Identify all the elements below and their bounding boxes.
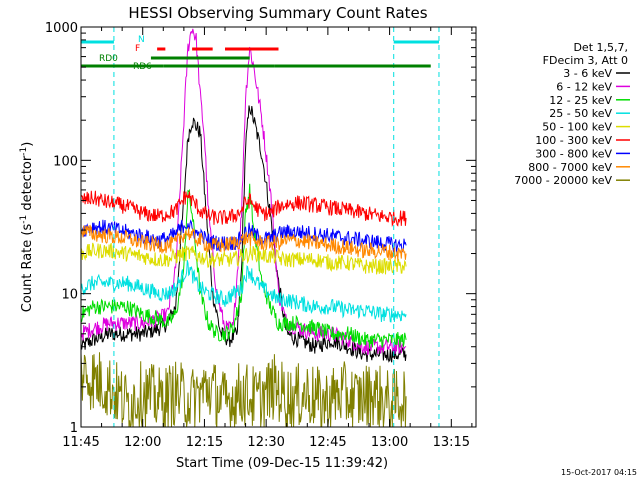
legend-entry-8: 7000 - 20000 keV bbox=[514, 174, 612, 187]
series-line-8 bbox=[81, 352, 407, 427]
x-tick-label-5: 13:00 bbox=[371, 435, 408, 450]
night-label: N bbox=[138, 35, 145, 45]
svg-text:Count Rate (s-1 detector-1): Count Rate (s-1 detector-1) bbox=[19, 142, 35, 313]
rd0-label: RD0 bbox=[99, 54, 118, 64]
x-axis-label: Start Time (09-Dec-15 11:39:42) bbox=[176, 456, 388, 471]
y-tick-label-3: 1000 bbox=[45, 21, 78, 36]
y-tick-label-0: 1 bbox=[70, 421, 78, 436]
legend-entry-3: 25 - 50 keV bbox=[549, 107, 612, 120]
series-line-5 bbox=[81, 190, 407, 227]
legend-entry-5: 100 - 300 keV bbox=[535, 134, 612, 147]
x-tick-label-3: 12:30 bbox=[247, 435, 284, 450]
chart-title: HESSI Observing Summary Count Rates bbox=[128, 4, 427, 22]
legend-header-0: Det 1,5,7, bbox=[573, 41, 628, 54]
series-line-7 bbox=[81, 224, 407, 261]
legend-entry-7: 800 - 7000 keV bbox=[528, 161, 612, 174]
x-tick-label-0: 11:45 bbox=[62, 435, 99, 450]
legend-entry-6: 300 - 800 keV bbox=[535, 147, 612, 160]
x-tick-label-2: 12:15 bbox=[186, 435, 223, 450]
y-axis-label: Count Rate (s-1 detector-1) bbox=[19, 142, 35, 313]
footer-timestamp: 15-Oct-2017 04:15 bbox=[561, 468, 637, 477]
series-line-4 bbox=[81, 242, 407, 275]
flare-label: F bbox=[135, 44, 140, 54]
legend-header-1: FDecim 3, Att 0 bbox=[543, 54, 628, 67]
x-tick-label-1: 12:00 bbox=[124, 435, 161, 450]
series-line-3 bbox=[81, 260, 407, 323]
x-tick-label-6: 13:15 bbox=[433, 435, 470, 450]
y-tick-label-1: 10 bbox=[61, 288, 78, 303]
legend-entry-4: 50 - 100 keV bbox=[542, 121, 612, 134]
series-line-2 bbox=[81, 183, 407, 348]
legend-entry-0: 3 - 6 keV bbox=[563, 67, 612, 80]
rd6-label: RD6 bbox=[133, 62, 152, 72]
plot-frame bbox=[80, 26, 477, 428]
legend-entry-1: 6 - 12 keV bbox=[556, 80, 612, 93]
legend-entry-2: 12 - 25 keV bbox=[549, 94, 612, 107]
y-tick-label-2: 100 bbox=[53, 154, 78, 169]
x-tick-label-4: 12:45 bbox=[309, 435, 346, 450]
